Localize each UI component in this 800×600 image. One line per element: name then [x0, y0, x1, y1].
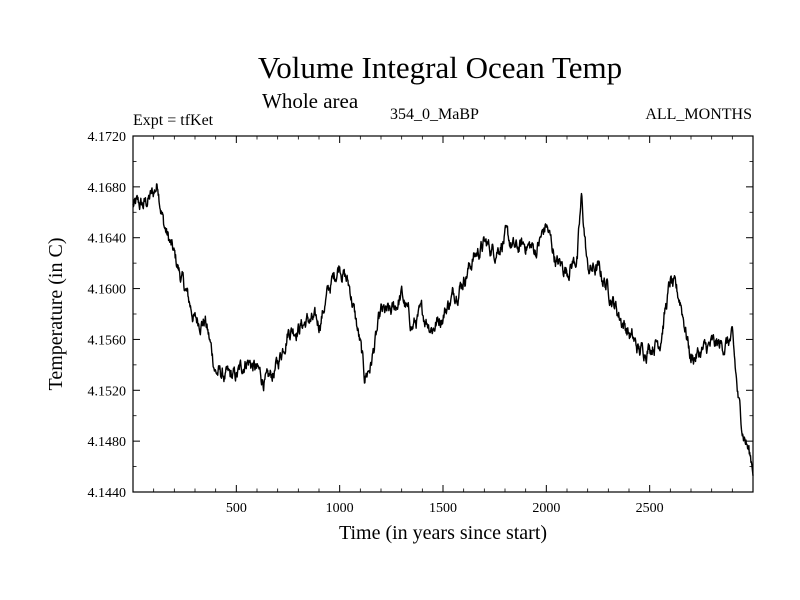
y-axis-label: Temperature (in C): [45, 238, 67, 391]
y-tick-label: 4.1680: [88, 181, 127, 196]
y-tick-label: 4.1440: [88, 486, 127, 501]
x-axis-ticks: 500 1000 1500 2000 2500: [153, 136, 733, 516]
series-line: [132, 183, 754, 476]
x-tick-label: 2000: [532, 501, 560, 516]
chart-subtitle: Whole area: [262, 89, 359, 113]
y-tick-label: 4.1600: [88, 283, 127, 298]
period-label: 354_0_MaBP: [390, 106, 479, 123]
experiment-label: Expt = tfKet: [133, 112, 214, 129]
x-tick-label: 2500: [636, 501, 664, 516]
y-tick-label: 4.1720: [88, 130, 127, 145]
x-tick-label: 1000: [326, 501, 354, 516]
x-tick-label: 500: [226, 501, 247, 516]
chart-title: Volume Integral Ocean Temp: [257, 50, 623, 85]
months-label: ALL_MONTHS: [645, 106, 752, 123]
y-tick-label: 4.1640: [88, 232, 127, 247]
x-axis-label: Time (in years since start): [338, 522, 548, 544]
y-axis-ticks: 4.1440 4.1480 4.1520 4.1560 4.1600 4.1640 4.16…: [88, 130, 753, 501]
plot-frame: [132, 135, 754, 493]
x-tick-label: 1500: [429, 501, 457, 516]
y-tick-label: 4.1560: [88, 333, 127, 348]
y-tick-label: 4.1480: [88, 435, 127, 450]
y-tick-label: 4.1520: [88, 384, 127, 399]
